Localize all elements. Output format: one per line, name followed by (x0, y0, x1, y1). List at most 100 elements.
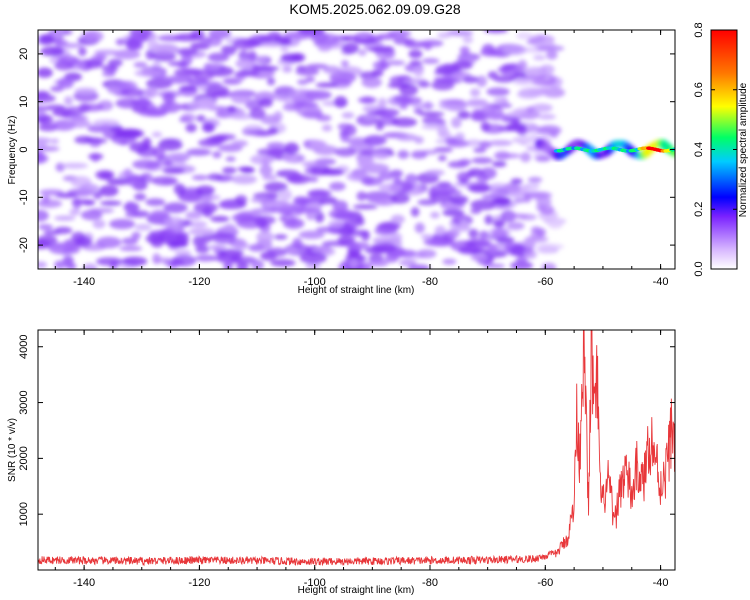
noise-blob (198, 37, 213, 43)
noise-blob (429, 184, 457, 195)
noise-blob (167, 61, 189, 67)
noise-blob (185, 148, 212, 156)
noise-blob (120, 88, 145, 98)
noise-blob (409, 60, 422, 66)
noise-blob (163, 160, 174, 166)
noise-blob (229, 256, 257, 265)
noise-blob (94, 49, 121, 56)
noise-blob (119, 245, 143, 252)
noise-blob (38, 94, 56, 103)
noise-blob (38, 145, 60, 152)
noise-blob (247, 129, 269, 137)
noise-blob (232, 38, 258, 50)
noise-blob (450, 116, 462, 129)
noise-blob (258, 98, 273, 108)
noise-blob (38, 235, 58, 246)
noise-blob (397, 149, 410, 159)
snr-y-tick-label: 2000 (18, 446, 30, 470)
noise-blob (125, 38, 141, 50)
noise-blob (162, 92, 176, 104)
heatmap-y-tick-label: 0 (18, 146, 30, 152)
noise-blob (71, 199, 96, 205)
noise-blob (147, 39, 159, 52)
noise-blob (207, 173, 223, 181)
noise-blob (308, 176, 319, 183)
noise-blob (287, 174, 311, 184)
noise-blob (439, 99, 466, 105)
noise-blob (273, 234, 288, 240)
noise-blob (278, 188, 293, 201)
snr-y-tick-label: 1000 (18, 502, 30, 526)
noise-blob (442, 258, 457, 265)
noise-blob (413, 66, 424, 77)
noise-blob (429, 191, 453, 203)
noise-blob (492, 160, 507, 168)
noise-blob (69, 114, 89, 122)
noise-blob (481, 194, 501, 200)
snr-y-tick-label: 3000 (18, 390, 30, 414)
noise-blob (273, 35, 291, 44)
snr-x-ticks: -140 -120 -100 -80 -60 -40 (54, 330, 669, 589)
colorbar-tick-label: 0.2 (693, 202, 705, 217)
heatmap-x-tick-label: -100 (304, 276, 326, 288)
noise-blob (318, 196, 338, 205)
noise-blob (345, 124, 357, 136)
noise-blob (352, 204, 378, 210)
noise-blob (528, 191, 553, 200)
colorbar-gradient (710, 29, 738, 270)
noise-blob (275, 94, 289, 102)
noise-blob (256, 231, 274, 243)
noise-blob (418, 80, 431, 88)
noise-blob (361, 76, 382, 88)
noise-blob (445, 30, 474, 37)
noise-blob (299, 251, 327, 264)
noise-blob (273, 111, 283, 123)
noise-blob (168, 240, 189, 249)
noise-blob (231, 140, 249, 147)
snr-x-tick-label: -40 (653, 577, 669, 589)
noise-blob (462, 76, 479, 84)
noise-blob (114, 128, 141, 139)
noise-blob (38, 110, 47, 118)
noise-blob (487, 71, 499, 80)
noise-blob (133, 61, 148, 68)
heatmap-x-tick-label: -120 (188, 276, 210, 288)
noise-blob (195, 254, 216, 262)
noise-blob (363, 134, 387, 146)
noise-blob (456, 171, 471, 182)
noise-blob (523, 249, 537, 260)
noise-blob (308, 140, 328, 149)
noise-blob (398, 259, 417, 267)
noise-blob (157, 139, 183, 151)
noise-blob (425, 169, 445, 176)
heatmap-y-label: Frequency (Hz) (7, 116, 18, 185)
noise-blob (185, 211, 203, 220)
noise-blob (437, 31, 452, 39)
noise-blob (234, 71, 249, 78)
noise-blob (349, 259, 359, 269)
noise-blob (207, 52, 230, 62)
noise-blob (267, 127, 279, 135)
heatmap-x-ticks: -140 -120 -100 -80 -60 -40 (54, 30, 669, 288)
noise-blob (145, 233, 165, 244)
noise-blob (196, 114, 206, 122)
colorbar-label: Normalized spectral amplitude (738, 82, 749, 217)
colorbar-ticks: 0.0 0.2 0.4 0.6 0.8 (693, 22, 737, 277)
noise-blob (251, 63, 261, 76)
noise-blob (151, 131, 163, 138)
noise-blob (256, 148, 284, 156)
noise-blob (266, 77, 276, 86)
noise-blob (465, 139, 483, 147)
noise-blob (249, 107, 266, 120)
noise-blob (92, 119, 120, 127)
colorbar: 0.0 0.2 0.4 0.6 0.8 Normalized spectral ampl… (693, 22, 749, 276)
noise-blob (231, 174, 258, 185)
noise-blob (163, 216, 185, 228)
noise-blob (138, 109, 167, 117)
noise-blob (253, 215, 276, 225)
noise-blob (393, 176, 402, 185)
noise-blob (462, 35, 474, 44)
noise-blob (259, 164, 273, 177)
noise-blob (521, 74, 548, 80)
noise-blob (454, 132, 465, 141)
